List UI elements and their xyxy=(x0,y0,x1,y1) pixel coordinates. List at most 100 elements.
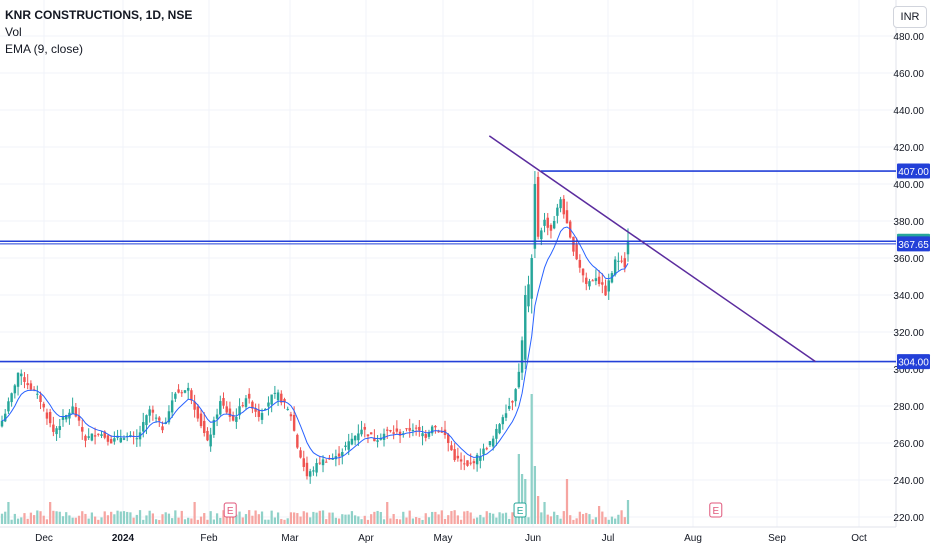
volume-bar xyxy=(177,517,180,524)
y-tick-label: 260.00 xyxy=(893,439,924,450)
volume-bar xyxy=(402,511,405,524)
candle xyxy=(247,393,251,399)
candle xyxy=(241,405,244,407)
candle xyxy=(177,389,180,393)
currency-button[interactable]: INR xyxy=(893,6,927,28)
volume-bar xyxy=(81,511,84,524)
volume-bar xyxy=(395,518,398,524)
volume-bar xyxy=(575,518,578,524)
price-tag-407-bg xyxy=(897,163,930,179)
volume-bar xyxy=(119,511,122,524)
volume-bar xyxy=(180,510,183,524)
volume-bar xyxy=(620,510,623,524)
candle xyxy=(135,438,139,440)
volume-bar xyxy=(520,474,524,524)
volume-bar xyxy=(459,519,463,524)
volume-bar xyxy=(562,511,565,524)
price-tag-304: 304.00 xyxy=(898,358,929,369)
x-tick-label: Jul xyxy=(602,533,615,544)
volume-bar xyxy=(126,511,129,524)
volume-bar xyxy=(29,512,33,524)
volume-bar xyxy=(604,517,607,524)
candle xyxy=(87,436,90,438)
candle xyxy=(386,429,389,431)
volume-bar xyxy=(219,517,222,524)
volume-bar xyxy=(225,516,228,524)
y-tick-label: 220.00 xyxy=(893,513,924,524)
candle xyxy=(219,401,222,415)
candle xyxy=(469,462,472,464)
volume-bar xyxy=(167,513,171,524)
candle xyxy=(501,417,505,425)
volume-bar xyxy=(187,517,190,524)
volume-bar xyxy=(479,514,482,524)
volume-bar xyxy=(10,519,13,524)
candle xyxy=(26,383,29,386)
candle xyxy=(562,198,566,215)
volume-bar xyxy=(350,511,354,524)
volume-bar xyxy=(174,510,177,524)
candle xyxy=(463,463,466,465)
volume-bar xyxy=(392,514,395,524)
ema-legend: EMA (9, close) xyxy=(5,42,84,56)
volume-bar xyxy=(408,510,411,524)
candle xyxy=(498,424,501,434)
volume-bar xyxy=(437,514,440,524)
candle xyxy=(376,440,379,442)
volume-bar xyxy=(16,518,20,524)
volume-bar xyxy=(578,511,581,524)
volume-bar xyxy=(238,511,241,524)
candle xyxy=(421,433,424,437)
trendline xyxy=(488,135,816,363)
volume-bar xyxy=(257,514,260,524)
volume-bar xyxy=(241,517,244,524)
candle xyxy=(613,259,617,275)
x-tick-label: 2024 xyxy=(112,533,135,544)
volume-bar xyxy=(321,510,325,524)
candle xyxy=(382,433,386,440)
candle xyxy=(373,438,376,442)
candle xyxy=(585,277,588,284)
volume-bar xyxy=(267,519,270,524)
candle xyxy=(353,435,357,441)
volume-bar xyxy=(122,511,126,524)
candle xyxy=(549,225,553,231)
volume-bar xyxy=(334,517,337,524)
candle xyxy=(183,390,187,393)
earnings-marker-label: E xyxy=(227,506,234,517)
volume-bar xyxy=(68,515,71,524)
candle xyxy=(280,393,283,403)
candle xyxy=(302,458,305,467)
candle xyxy=(508,405,511,409)
volume-bar xyxy=(610,516,614,524)
y-tick-label: 400.00 xyxy=(893,180,924,191)
volume-bar xyxy=(475,517,479,524)
volume-bar xyxy=(248,510,251,524)
candle xyxy=(225,406,228,413)
volume-bar xyxy=(447,515,450,524)
volume-bar xyxy=(84,513,87,524)
candle xyxy=(119,437,122,443)
volume-bar xyxy=(7,502,10,524)
volume-bar xyxy=(347,514,350,524)
candle xyxy=(167,411,171,423)
volume-bar xyxy=(485,511,488,524)
volume-bar xyxy=(212,519,216,524)
y-tick-label: 480.00 xyxy=(893,32,924,43)
volume-bar xyxy=(601,511,604,524)
candle xyxy=(289,414,293,417)
volume-bar xyxy=(495,517,498,524)
volume-bar xyxy=(312,511,315,524)
candle xyxy=(129,435,132,437)
candle xyxy=(620,260,623,262)
candle xyxy=(276,392,280,401)
volume-bar xyxy=(511,512,514,524)
candle xyxy=(170,400,174,413)
volume-bar xyxy=(556,514,559,524)
volume-bar xyxy=(4,511,7,524)
candle xyxy=(196,406,200,419)
x-tick-label: May xyxy=(434,533,453,544)
volume-bar xyxy=(617,514,620,524)
volume-bar xyxy=(235,514,238,524)
